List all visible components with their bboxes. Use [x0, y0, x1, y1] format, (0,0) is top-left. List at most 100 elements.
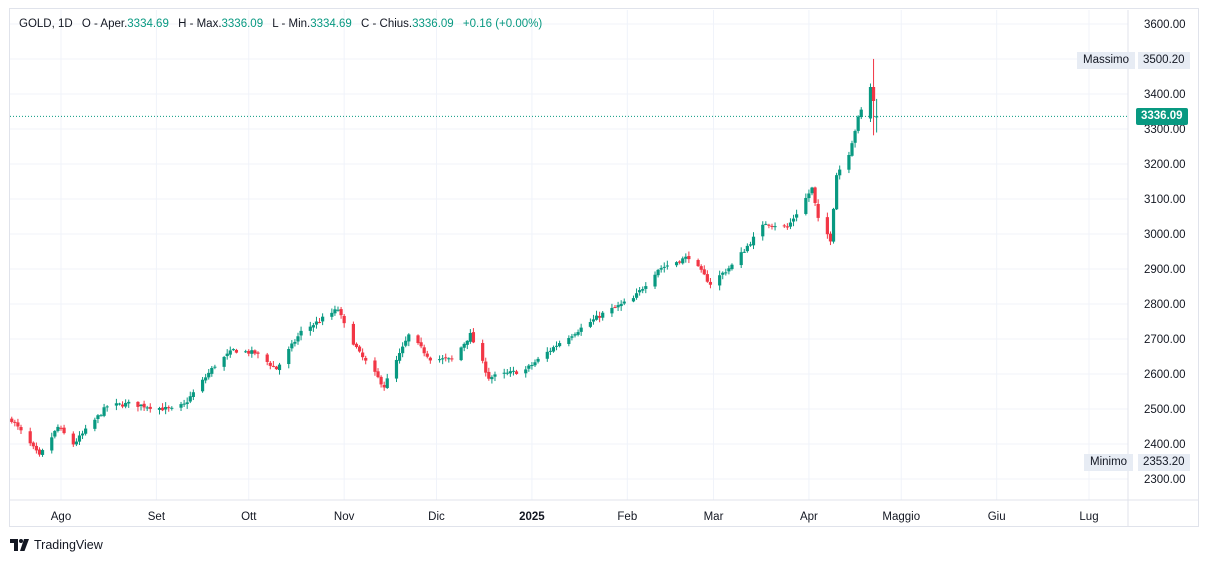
- tradingview-logo[interactable]: TradingView: [10, 538, 103, 552]
- candle-body: [268, 362, 272, 366]
- candle-body: [598, 316, 602, 318]
- candle-body: [708, 281, 713, 285]
- candle-body: [210, 367, 214, 374]
- candle-body: [234, 349, 239, 353]
- candle-body: [641, 289, 645, 291]
- candle-body: [204, 377, 208, 381]
- candle-body: [807, 193, 811, 199]
- candle-body: [696, 260, 700, 267]
- candle-body: [96, 415, 100, 419]
- candle-body: [444, 357, 448, 359]
- candle-body: [364, 357, 368, 361]
- candle-body: [847, 154, 851, 170]
- candle-body: [50, 437, 54, 451]
- candle-body: [84, 428, 88, 434]
- candle-body: [610, 307, 614, 314]
- candle-body: [117, 403, 122, 405]
- candle-body: [401, 346, 405, 354]
- candle-body: [354, 343, 359, 348]
- candle-body: [160, 407, 165, 411]
- y-tick-label: 3400.00: [1144, 89, 1186, 101]
- candle-body: [62, 427, 66, 434]
- candle-body: [622, 301, 626, 304]
- candle-body: [339, 309, 343, 316]
- candle-body: [182, 403, 186, 405]
- high-marker-price: 3500.20: [1138, 52, 1190, 69]
- candle-body: [530, 365, 534, 367]
- candle-body: [739, 252, 743, 266]
- candle-body: [730, 264, 734, 270]
- candle-body: [493, 374, 497, 377]
- candle-body: [644, 286, 648, 289]
- candle-body: [742, 251, 746, 253]
- candle-body: [207, 372, 211, 378]
- x-tick-label: 2025: [519, 511, 545, 523]
- candle-body: [228, 350, 232, 355]
- candle-body: [127, 401, 131, 404]
- candle-body: [428, 357, 432, 361]
- candle-body: [19, 427, 23, 431]
- candle-body: [835, 175, 839, 210]
- candle-body: [330, 312, 334, 317]
- candle-body: [751, 236, 756, 246]
- candle-body: [773, 226, 777, 228]
- candle-body: [748, 244, 753, 246]
- candle-body: [761, 224, 765, 237]
- candle-body: [290, 343, 294, 349]
- candle-body: [831, 208, 836, 242]
- candle-body: [407, 334, 411, 342]
- candle-body: [601, 312, 605, 318]
- candle-body: [505, 372, 509, 374]
- candle-body: [277, 364, 282, 371]
- candle-body: [825, 217, 829, 235]
- candle-body: [225, 353, 229, 357]
- y-tick-label: 3100.00: [1144, 194, 1186, 206]
- candle-body: [157, 408, 162, 410]
- candle-body: [250, 350, 254, 354]
- candle-body: [770, 225, 774, 227]
- candle-body: [437, 359, 442, 361]
- candle-body: [441, 358, 445, 360]
- candle-body: [548, 350, 552, 352]
- candle-body: [613, 306, 617, 308]
- candle-body: [37, 449, 42, 455]
- candle-body: [813, 187, 817, 203]
- candle-body: [511, 370, 516, 372]
- candle-body: [527, 365, 531, 369]
- candle-body: [34, 445, 38, 451]
- candle-body: [10, 418, 14, 422]
- candle-body: [105, 406, 109, 408]
- candle-body: [718, 275, 722, 286]
- candle-body: [490, 377, 494, 380]
- y-tick-label: 2500.00: [1144, 404, 1186, 416]
- x-tick-label: Mar: [704, 511, 724, 523]
- candle-body: [462, 343, 466, 348]
- candle-body: [308, 326, 312, 331]
- candle-body: [139, 404, 143, 407]
- candle-body: [699, 266, 703, 270]
- candle-body: [56, 426, 60, 431]
- candle-body: [810, 187, 814, 194]
- tradingview-logo-icon: [10, 539, 29, 551]
- candle-body: [828, 233, 833, 242]
- x-tick-label: Feb: [617, 511, 637, 523]
- candle-body: [471, 332, 476, 343]
- low-marker-price: 2353.20: [1138, 454, 1190, 471]
- legend-low-label: L - Min.: [272, 18, 311, 30]
- candle-body: [53, 430, 57, 437]
- x-tick-label: Set: [148, 511, 166, 523]
- chart-frame: [9, 8, 1199, 527]
- x-tick-label: Apr: [800, 511, 818, 523]
- candle-body: [416, 335, 420, 344]
- y-tick-label: 2700.00: [1144, 334, 1186, 346]
- candle-body: [514, 371, 519, 374]
- candle-body: [791, 218, 796, 222]
- candle-body: [465, 340, 469, 345]
- y-tick-label: 2600.00: [1144, 369, 1186, 381]
- candle-body: [293, 341, 297, 344]
- y-tick-label: 2300.00: [1144, 474, 1186, 486]
- candle-body: [678, 261, 682, 263]
- legend-open-label: O - Aper.: [81, 18, 128, 30]
- candle-body: [13, 421, 17, 423]
